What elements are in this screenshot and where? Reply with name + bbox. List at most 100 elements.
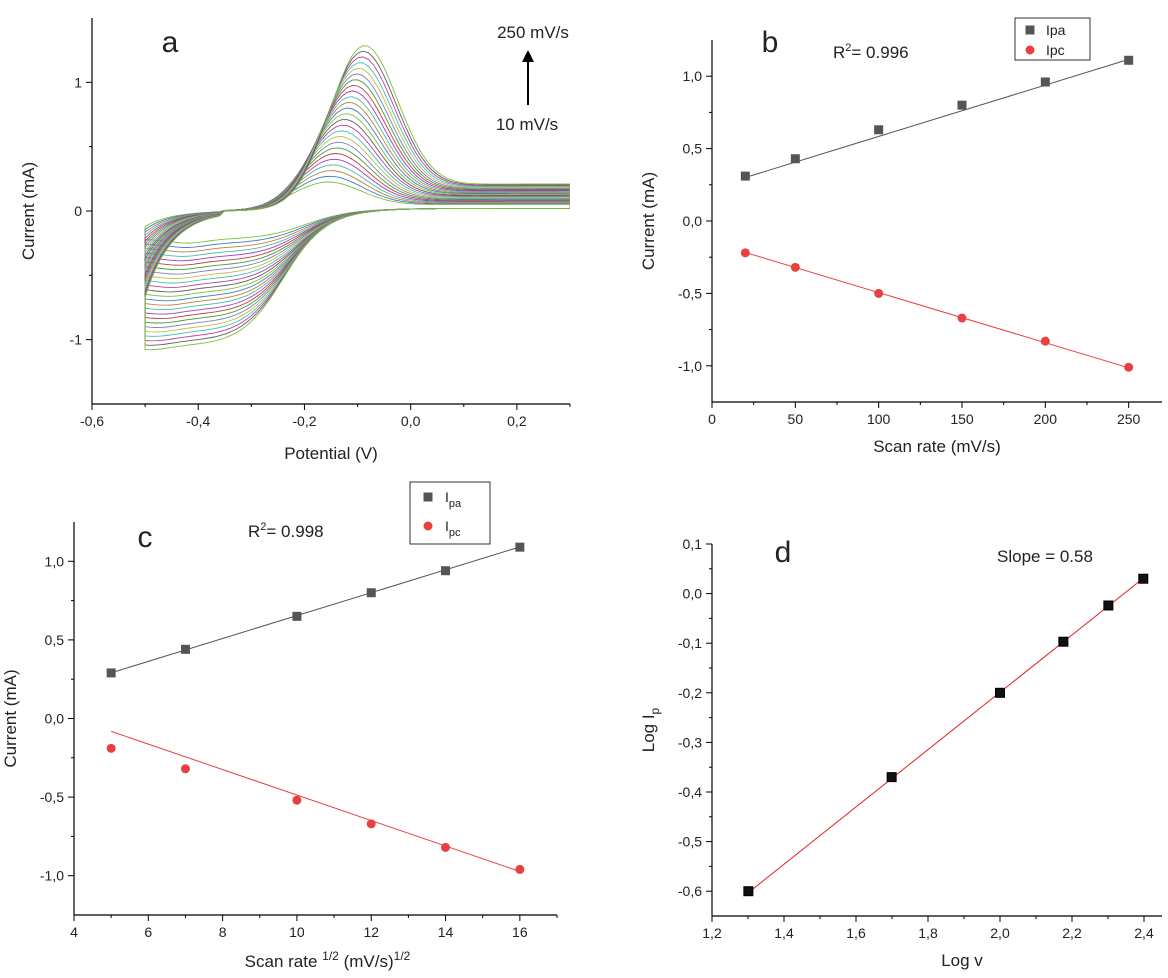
legend-marker-ipc [423, 521, 433, 531]
cv-curve [144, 45, 570, 351]
x-tick-label: 8 [219, 924, 227, 940]
data-point [292, 611, 302, 621]
arrow-head [522, 50, 534, 62]
data-point [180, 644, 190, 654]
x-tick-label: 0,0 [401, 413, 421, 429]
y-tick-label: 0,5 [683, 141, 703, 157]
data-point [874, 125, 884, 135]
y-tick-label: -0,6 [678, 883, 702, 899]
data-point [1040, 77, 1050, 87]
x-tick-label: 200 [1034, 411, 1058, 427]
x-tick-label: 16 [512, 924, 528, 940]
panel-c: 4 6 8 10 12 14 16 -1,0 -0,5 0,0 0,5 1,0 c Scan rate 1… [1, 481, 558, 971]
data-point [886, 772, 897, 783]
y-tick-label: 0,1 [683, 536, 703, 552]
data-point [441, 842, 451, 852]
panel-label: c [138, 521, 153, 554]
x-axis-label: Scan rate (mV/s) [873, 437, 1001, 456]
legend-marker-ipc [1025, 45, 1035, 55]
cv-curve [144, 124, 570, 288]
x-tick-label: 100 [867, 411, 891, 427]
y-tick-label: -0,2 [678, 685, 702, 701]
data-point [874, 288, 884, 298]
cv-curve [144, 73, 570, 328]
cv-curve [144, 84, 570, 320]
y-axis-label: Log Ip [639, 707, 662, 752]
y-tick-label: -0,1 [678, 635, 702, 651]
x-tick-label: 1,4 [774, 925, 794, 941]
x-axis-label: Scan rate 1/2 (mV/s)1/2 [245, 949, 411, 971]
cv-curve [144, 56, 570, 342]
cv-curve [144, 50, 570, 346]
data-point [366, 819, 376, 829]
data-point [106, 743, 116, 753]
panel-b: 0 50 100 150 200 250 -1,0 -0,5 0,0 0,5 1,0 b Scan ra… [639, 17, 1162, 456]
data-point [106, 668, 116, 678]
data-point [790, 154, 800, 164]
y-axis-label: Current (mA) [19, 162, 38, 260]
legend-label-ipa: Ipa [445, 489, 462, 510]
cv-curve [144, 130, 570, 284]
fit-line [745, 251, 1129, 369]
x-tick-label: 10 [289, 924, 305, 940]
legend-label-ipa: Ipa [1046, 22, 1066, 38]
y-tick-label: -0,5 [678, 834, 702, 850]
x-tick-label: 4 [70, 924, 78, 940]
x-tick-label: -0,4 [186, 413, 210, 429]
data-point [743, 886, 754, 897]
data-point [515, 542, 525, 552]
data-point [1058, 636, 1069, 647]
cv-curve [144, 67, 570, 333]
data-point [366, 588, 376, 598]
y-tick-label: -1 [70, 332, 83, 348]
data-point [1040, 336, 1050, 346]
legend-label-ipc: Ipc [445, 518, 461, 539]
y-tick-label: -1,0 [40, 868, 64, 884]
legend-label-ipc: Ipc [1046, 42, 1065, 58]
cv-curve [144, 170, 570, 253]
y-axis-label: Current (mA) [639, 172, 658, 270]
annotation-bottom: 10 mV/s [496, 115, 558, 134]
y-tick-label: 0,5 [45, 632, 65, 648]
x-tick-label: 0,2 [507, 413, 527, 429]
cv-curves [144, 45, 570, 351]
x-tick-label: 6 [144, 924, 152, 940]
x-tick-label: 12 [363, 924, 379, 940]
cv-curve [144, 164, 570, 257]
fit-line [110, 730, 521, 872]
x-tick-label: 50 [788, 411, 804, 427]
x-tick-label: -0,6 [80, 413, 104, 429]
y-tick-label: 0,0 [683, 586, 703, 602]
x-tick-label: 250 [1117, 411, 1141, 427]
y-tick-label: 1,0 [683, 68, 703, 84]
x-tick-label: 14 [438, 924, 454, 940]
data-point [1138, 573, 1149, 584]
x-axis-label: Log v [941, 951, 983, 970]
x-tick-label: 1,2 [702, 925, 722, 941]
data-point [292, 795, 302, 805]
cv-curve [144, 90, 570, 315]
cv-curve [144, 153, 570, 266]
y-tick-label: -0,5 [40, 789, 64, 805]
y-tick-label: -0,3 [678, 734, 702, 750]
y-tick-label: -1,0 [678, 358, 702, 374]
data-point [515, 864, 525, 874]
data-point [441, 566, 451, 576]
data-point [1124, 362, 1134, 372]
fit-line [748, 577, 1144, 894]
y-tick-label: -0,4 [678, 784, 702, 800]
r-squared: R2= 0.998 [248, 521, 324, 541]
panel-label: a [162, 26, 179, 59]
data-point [740, 171, 750, 181]
y-tick-label: 0,0 [45, 711, 65, 727]
y-tick-label: -0,5 [678, 285, 702, 301]
data-point [957, 100, 967, 110]
data-point [995, 687, 1005, 698]
cv-curve [144, 62, 570, 337]
legend-marker-ipa [1025, 25, 1035, 35]
cv-curve [144, 96, 570, 311]
data-point [180, 764, 190, 774]
data-point [957, 313, 967, 323]
y-tick-label: 0,0 [683, 213, 703, 229]
